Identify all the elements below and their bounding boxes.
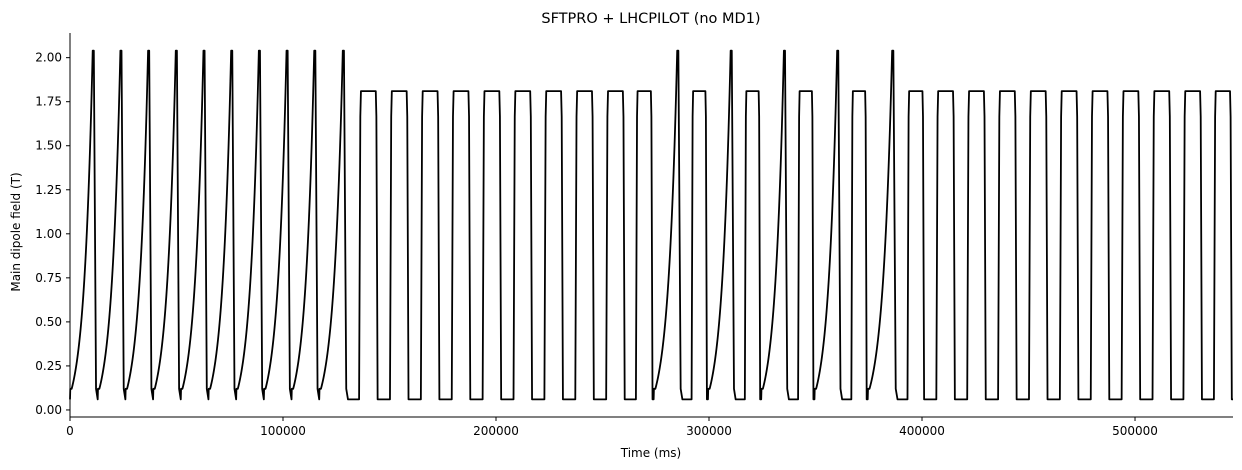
x-tick-label: 400000 [899,424,945,438]
main-dipole-field-line [69,49,1233,401]
y-tick-label: 0.50 [35,315,62,329]
y-axis-label: Main dipole field (T) [9,172,23,291]
y-tick-label: 0.25 [35,359,62,373]
x-tick-label: 500000 [1112,424,1158,438]
y-tick-label: 1.00 [35,227,62,241]
x-tick-label: 300000 [686,424,732,438]
x-tick-label: 100000 [260,424,306,438]
y-tick-label: 0.00 [35,403,62,417]
x-tick-label: 0 [66,424,74,438]
y-tick-label: 1.50 [35,139,62,153]
x-tick-label: 200000 [473,424,519,438]
x-axis-label: Time (ms) [620,446,682,460]
series-line-group [69,49,1233,401]
chart-title: SFTPRO + LHCPILOT (no MD1) [541,11,760,27]
y-axis-ticks: 0.00 0.25 0.50 0.75 1.00 1.25 1.50 1.75 2.00 [35,51,70,417]
y-tick-label: 1.75 [35,95,62,109]
y-tick-label: 2.00 [35,51,62,65]
y-tick-label: 0.75 [35,271,62,285]
y-tick-label: 1.25 [35,183,62,197]
x-axis-ticks: 0 100000 200000 300000 400000 500000 [66,417,1158,438]
